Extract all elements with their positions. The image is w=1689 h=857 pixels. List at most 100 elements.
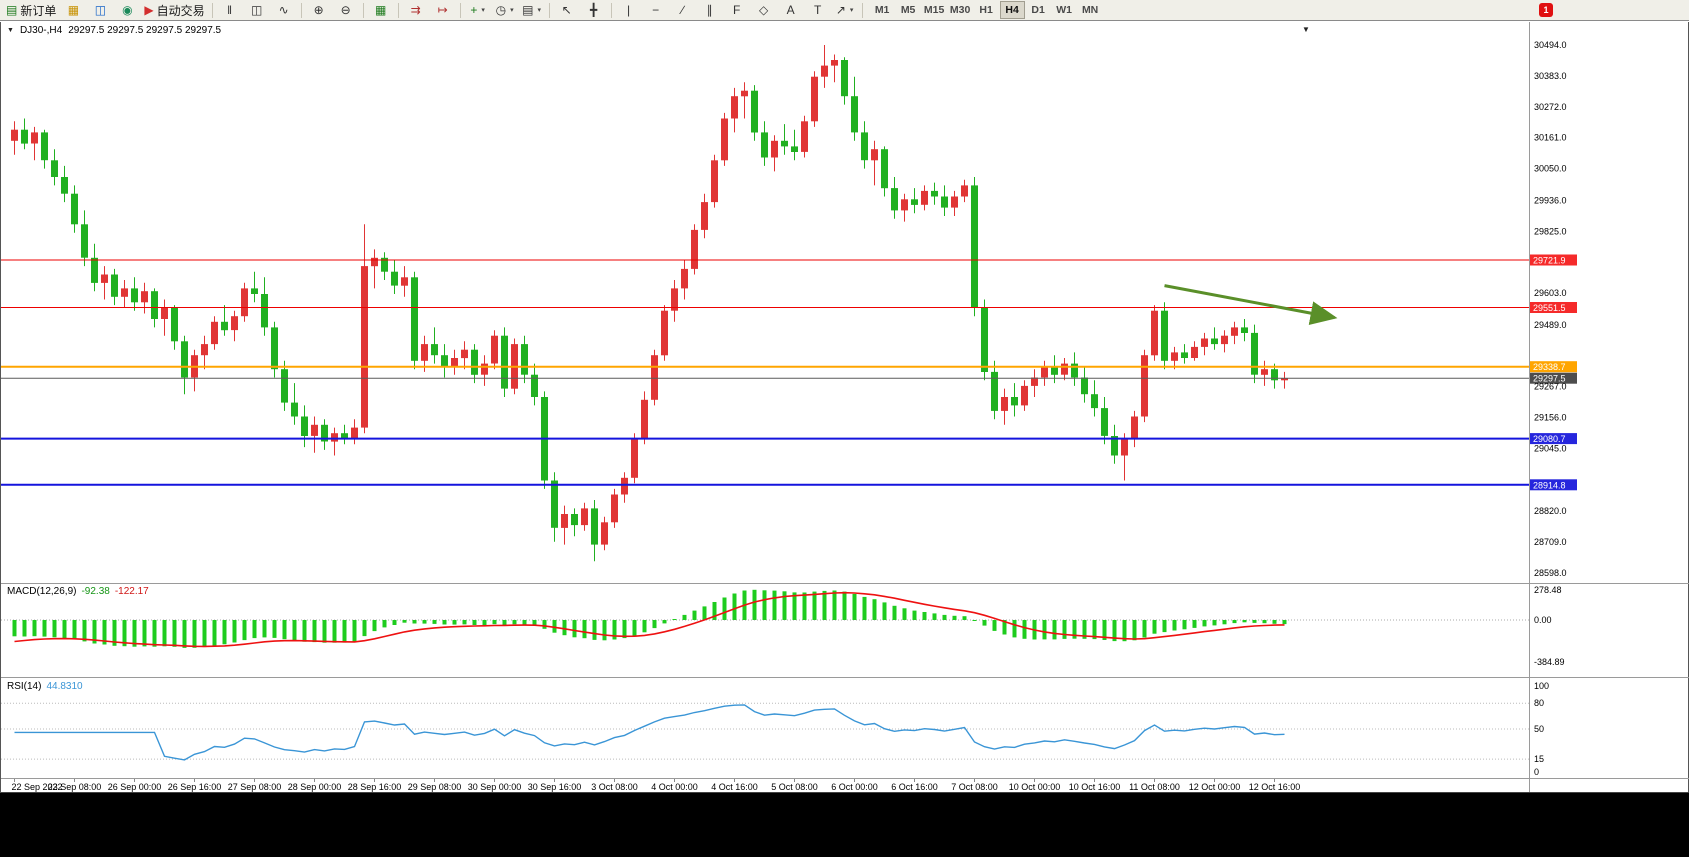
- svg-text:28598.0: 28598.0: [1534, 568, 1567, 578]
- macd-main-value: -92.38: [81, 586, 110, 597]
- chart-area: 29721.9 29551.5 29338.7 29080.7 28914.8 29297…: [0, 22, 1689, 793]
- svg-text:4 Oct 16:00: 4 Oct 16:00: [711, 782, 758, 792]
- tile-windows-icon[interactable]: ▦: [368, 0, 394, 20]
- timeframe-m30[interactable]: M30: [949, 4, 971, 16]
- cursor-icon[interactable]: ↖: [554, 0, 580, 20]
- bar-chart-icon: ‖: [227, 3, 233, 17]
- auto-trading-button[interactable]: ▶ 自动交易: [141, 0, 207, 20]
- text-icon[interactable]: A: [778, 0, 804, 20]
- hline-price-label: [1530, 254, 1577, 266]
- chart-shift-icon: ↦: [437, 3, 448, 17]
- time-axis-labels: 22 Sep 202223 Sep 08:00 26 Sep 00:00 26 Se…: [11, 779, 1300, 792]
- hline-price-text: 29551.5: [1533, 303, 1566, 313]
- hline-objects: 29721.9 29551.5 29338.7 29080.7 28914.8 29297…: [1, 254, 1577, 491]
- svg-text:30272.0: 30272.0: [1534, 102, 1567, 112]
- zoom-out-icon[interactable]: ⊖: [333, 0, 359, 20]
- templates-icon[interactable]: ▤ ▾: [519, 0, 545, 20]
- svg-text:27 Sep 08:00: 27 Sep 08:00: [228, 782, 282, 792]
- svg-text:29936.0: 29936.0: [1534, 195, 1567, 205]
- text-icon: A: [786, 3, 795, 17]
- arrows-icon: ↗: [835, 3, 846, 17]
- current-price-label: [1530, 372, 1577, 384]
- vertical-line-icon[interactable]: |: [616, 0, 642, 20]
- macd-name: MACD(12,26,9): [7, 586, 77, 597]
- data-window-icon[interactable]: ◫: [87, 0, 113, 20]
- arrows-icon[interactable]: ↗ ▾: [832, 0, 858, 20]
- svg-text:30 Sep 16:00: 30 Sep 16:00: [528, 782, 582, 792]
- svg-text:30494.0: 30494.0: [1534, 40, 1567, 50]
- zoom-in-icon[interactable]: ⊕: [306, 0, 332, 20]
- timeframe-h1[interactable]: H1: [979, 4, 993, 16]
- panel-separators: [1, 22, 1689, 793]
- svg-text:7 Oct 08:00: 7 Oct 08:00: [951, 782, 998, 792]
- timeframe-h4[interactable]: H4: [999, 1, 1025, 19]
- svg-text:4 Oct 00:00: 4 Oct 00:00: [651, 782, 698, 792]
- svg-text:29825.0: 29825.0: [1534, 226, 1567, 236]
- timeframe-mn[interactable]: MN: [1081, 4, 1099, 16]
- timeframe-w1[interactable]: W1: [1056, 4, 1072, 16]
- text-label-icon[interactable]: T: [805, 0, 831, 20]
- periods-icon[interactable]: ◷ ▾: [492, 0, 518, 20]
- hline-price-label: [1530, 361, 1577, 373]
- channel-icon[interactable]: ∥: [697, 0, 723, 20]
- crosshair-icon: ╋: [589, 3, 598, 17]
- svg-text:11 Oct 08:00: 11 Oct 08:00: [1129, 782, 1180, 792]
- symbol-period-label: DJ30-,H4: [19, 25, 63, 36]
- indicators-icon[interactable]: + ▾: [465, 0, 491, 20]
- bar-chart-icon[interactable]: ‖: [217, 0, 243, 20]
- hline-price-text: 29080.7: [1533, 434, 1566, 444]
- time-axis[interactable]: [1, 779, 1529, 793]
- svg-text:29489.0: 29489.0: [1534, 320, 1567, 330]
- trend-arrow-object[interactable]: [1164, 284, 1338, 325]
- macd-indicator-label: MACD(12,26,9) -92.38 -122.17: [7, 586, 149, 597]
- fibonacci-icon[interactable]: F: [724, 0, 750, 20]
- timeframe-m5[interactable]: M5: [900, 4, 916, 16]
- market-depth-icon[interactable]: ▦: [60, 0, 86, 20]
- trendline-icon: ∕: [681, 3, 684, 17]
- chart-shift-icon[interactable]: ↦: [430, 0, 456, 20]
- periods-icon: ◷: [495, 3, 507, 17]
- trendline-icon[interactable]: ∕: [670, 0, 696, 20]
- auto-scroll-icon[interactable]: ⇉: [403, 0, 429, 20]
- shapes-icon[interactable]: ◇: [751, 0, 777, 20]
- chart-menu-arrow[interactable]: ▼: [1302, 25, 1310, 34]
- svg-text:28 Sep 16:00: 28 Sep 16:00: [348, 782, 402, 792]
- auto-trading-button-label: 自动交易: [156, 3, 205, 18]
- notification-badge[interactable]: 1: [1539, 3, 1553, 17]
- svg-text:22 Sep 2022: 22 Sep 2022: [11, 782, 62, 792]
- horizontal-line-icon[interactable]: −: [643, 0, 669, 20]
- one-click-collapse-arrow[interactable]: ▼: [7, 27, 14, 34]
- svg-text:26 Sep 16:00: 26 Sep 16:00: [168, 782, 222, 792]
- svg-text:0.00: 0.00: [1534, 615, 1552, 625]
- text-label-icon: T: [813, 3, 822, 17]
- toolbar-separator: [211, 2, 213, 18]
- price-axis-labels: 30494.0 30383.0 30272.0 30161.0 30050.0 29936…: [1534, 40, 1567, 578]
- timeframe-m15[interactable]: M15: [923, 4, 945, 16]
- rsi-indicator-label: RSI(14) 44.8310: [7, 681, 83, 692]
- svg-text:3 Oct 08:00: 3 Oct 08:00: [591, 782, 638, 792]
- new-order-button[interactable]: ▤ 新订单: [3, 0, 59, 20]
- svg-text:10 Oct 16:00: 10 Oct 16:00: [1069, 782, 1121, 792]
- strategy-tester-icon[interactable]: ◉: [114, 0, 140, 20]
- crosshair-icon[interactable]: ╋: [581, 0, 607, 20]
- timeframe-m1[interactable]: M1: [874, 4, 890, 16]
- svg-text:80: 80: [1534, 698, 1544, 708]
- timeframe-d1[interactable]: D1: [1031, 4, 1045, 16]
- zoom-in-icon: ⊕: [313, 3, 324, 17]
- candlestick-chart-icon[interactable]: ◫: [244, 0, 270, 20]
- data-window-icon: ◫: [94, 3, 107, 17]
- strategy-tester-icon: ◉: [122, 3, 133, 17]
- svg-text:6 Oct 00:00: 6 Oct 00:00: [831, 782, 878, 792]
- auto-trading-icon: ▶: [144, 3, 154, 17]
- toolbar-separator: [610, 2, 612, 18]
- svg-text:12 Oct 16:00: 12 Oct 16:00: [1249, 782, 1301, 792]
- price-axis[interactable]: [1529, 22, 1689, 778]
- hline-price-label: [1530, 479, 1577, 491]
- price-chart[interactable]: 29721.9 29551.5 29338.7 29080.7 28914.8 29297…: [1, 22, 1689, 857]
- tile-windows-icon: ▦: [374, 3, 387, 17]
- line-chart-icon[interactable]: ∿: [271, 0, 297, 20]
- chevron-down-icon: ▾: [537, 7, 542, 14]
- timeframe-buttons: M1 M5 M15 M30 H1 H4 D1 W1 MN: [870, 1, 1103, 19]
- svg-text:29267.0: 29267.0: [1534, 382, 1567, 392]
- macd-signal-value: -122.17: [114, 586, 149, 597]
